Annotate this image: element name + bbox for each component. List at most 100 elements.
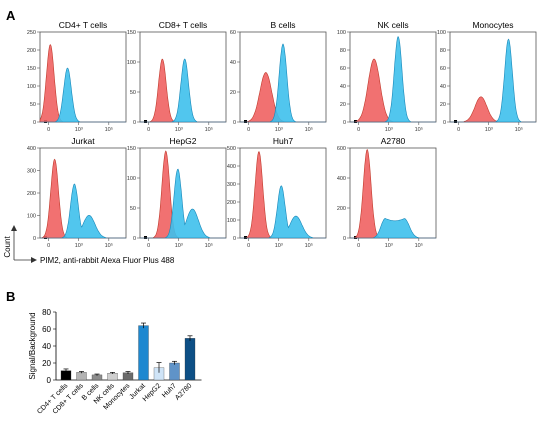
y-tick-label: 60	[440, 66, 446, 72]
y-tick-label: 0	[33, 236, 36, 242]
y-tick-label: 200	[227, 200, 236, 206]
y-tick-label: 20	[440, 102, 446, 108]
y-tick-label: 300	[27, 169, 36, 175]
count-axis-label: Count	[3, 236, 12, 258]
pim2-histogram	[140, 58, 226, 123]
x-tick-label: 0	[357, 127, 360, 133]
x-tick-label: 0	[147, 243, 150, 249]
bar	[138, 325, 149, 381]
histogram-panel: HepG2 0 50 100 150 0 10³ 10⁵	[127, 136, 227, 249]
y-tick-label: 80	[340, 48, 346, 54]
flow-axis-key: Count PIM2, anti-rabbit Alexa Fluor Plus…	[3, 225, 175, 265]
x-tick-label: 10³	[175, 243, 183, 249]
y-tick-label: 400	[27, 146, 36, 152]
y-tick-label: 0	[33, 120, 36, 126]
pim2-histogram	[350, 36, 436, 123]
y-tick-label: 0	[133, 236, 136, 242]
x-tick-label: 10⁵	[305, 126, 313, 133]
x-tick-label: 10⁵	[205, 242, 213, 249]
pim2-histogram	[240, 43, 326, 123]
histogram-panel: Monocytes 0 20 40 60 80 100 0 10³ 10⁵	[437, 20, 537, 133]
y-tick-label: 100	[27, 84, 36, 90]
y-tick-label: 0	[133, 120, 136, 126]
x-tick-label: 10⁵	[105, 126, 113, 133]
y-tick-label: 150	[127, 146, 136, 152]
y-tick-label: 20	[42, 359, 51, 368]
x-tick-label: 0	[47, 127, 50, 133]
x-tick-label: 0	[247, 243, 250, 249]
x-tick-label: 0	[457, 127, 460, 133]
y-tick-label: 200	[337, 206, 346, 212]
y-tick-label: 0	[343, 120, 346, 126]
y-tick-label: 300	[227, 182, 236, 188]
y-tick-label: 150	[27, 66, 36, 72]
histogram-panel: B cells 0 20 40 60 0 10³ 10⁵	[230, 20, 327, 133]
y-tick-label: 100	[337, 30, 346, 36]
pim2-histogram	[140, 168, 226, 239]
control-histogram	[39, 44, 126, 123]
y-tick-label: 200	[27, 48, 36, 54]
zero-marker	[244, 120, 247, 123]
y-tick-label: 60	[42, 325, 51, 334]
fluor-arrow-head	[31, 257, 37, 263]
y-tick-label: 50	[30, 102, 36, 108]
bar	[169, 362, 180, 381]
x-tick-label: 0	[147, 127, 150, 133]
bar	[107, 373, 118, 381]
y-tick-label: 100	[127, 176, 136, 182]
y-tick-label: 40	[42, 342, 51, 351]
x-tick-label: 10³	[385, 127, 393, 133]
histogram-title: NK cells	[377, 20, 408, 30]
y-tick-label: 40	[230, 60, 236, 66]
pim2-histogram	[40, 67, 126, 123]
y-tick-label: 500	[227, 146, 236, 152]
histogram-title: Monocytes	[472, 20, 513, 30]
y-tick-label: 400	[227, 164, 236, 170]
bar	[184, 338, 196, 381]
plot-frame	[449, 31, 537, 123]
pim2-histogram	[350, 218, 436, 239]
pim2-histogram	[240, 185, 326, 239]
category-label: A2780	[174, 382, 193, 401]
pim2-histogram	[40, 183, 126, 239]
histogram-title: Huh7	[273, 136, 294, 146]
histogram-panel: Huh7 0 100 200 300 400 500 0 10³ 10⁵	[227, 136, 327, 249]
histogram-title: A2780	[381, 136, 406, 146]
x-tick-label: 10⁵	[515, 126, 523, 133]
x-tick-label: 10³	[385, 243, 393, 249]
x-tick-label: 10⁵	[415, 242, 423, 249]
y-tick-label: 100	[437, 30, 446, 36]
y-tick-label: 50	[130, 206, 136, 212]
y-tick-label: 600	[337, 146, 346, 152]
y-tick-label: 0	[47, 376, 52, 385]
y-tick-label: 0	[343, 236, 346, 242]
y-tick-label: 40	[340, 84, 346, 90]
x-tick-label: 10⁵	[305, 242, 313, 249]
zero-marker	[454, 120, 457, 123]
y-tick-label: 200	[27, 191, 36, 197]
y-axis-label: Signal/Background	[28, 312, 37, 379]
y-tick-label: 80	[42, 308, 51, 317]
histogram-title: Jurkat	[71, 136, 95, 146]
bar	[76, 372, 87, 381]
x-tick-label: 0	[357, 243, 360, 249]
histogram-title: HepG2	[170, 136, 197, 146]
x-tick-label: 10³	[175, 127, 183, 133]
y-tick-label: 0	[233, 120, 236, 126]
y-tick-label: 0	[443, 120, 446, 126]
x-tick-label: 0	[47, 243, 50, 249]
y-tick-label: 50	[130, 90, 136, 96]
y-tick-label: 20	[230, 90, 236, 96]
x-tick-label: 0	[247, 127, 250, 133]
histogram-title: CD8+ T cells	[159, 20, 208, 30]
y-tick-label: 100	[27, 214, 36, 220]
histogram-title: B cells	[270, 20, 295, 30]
count-arrow-head	[11, 225, 17, 231]
x-tick-label: 10³	[275, 127, 283, 133]
control-histogram	[450, 96, 536, 123]
histogram-title: CD4+ T cells	[59, 20, 108, 30]
y-tick-label: 250	[27, 30, 36, 36]
